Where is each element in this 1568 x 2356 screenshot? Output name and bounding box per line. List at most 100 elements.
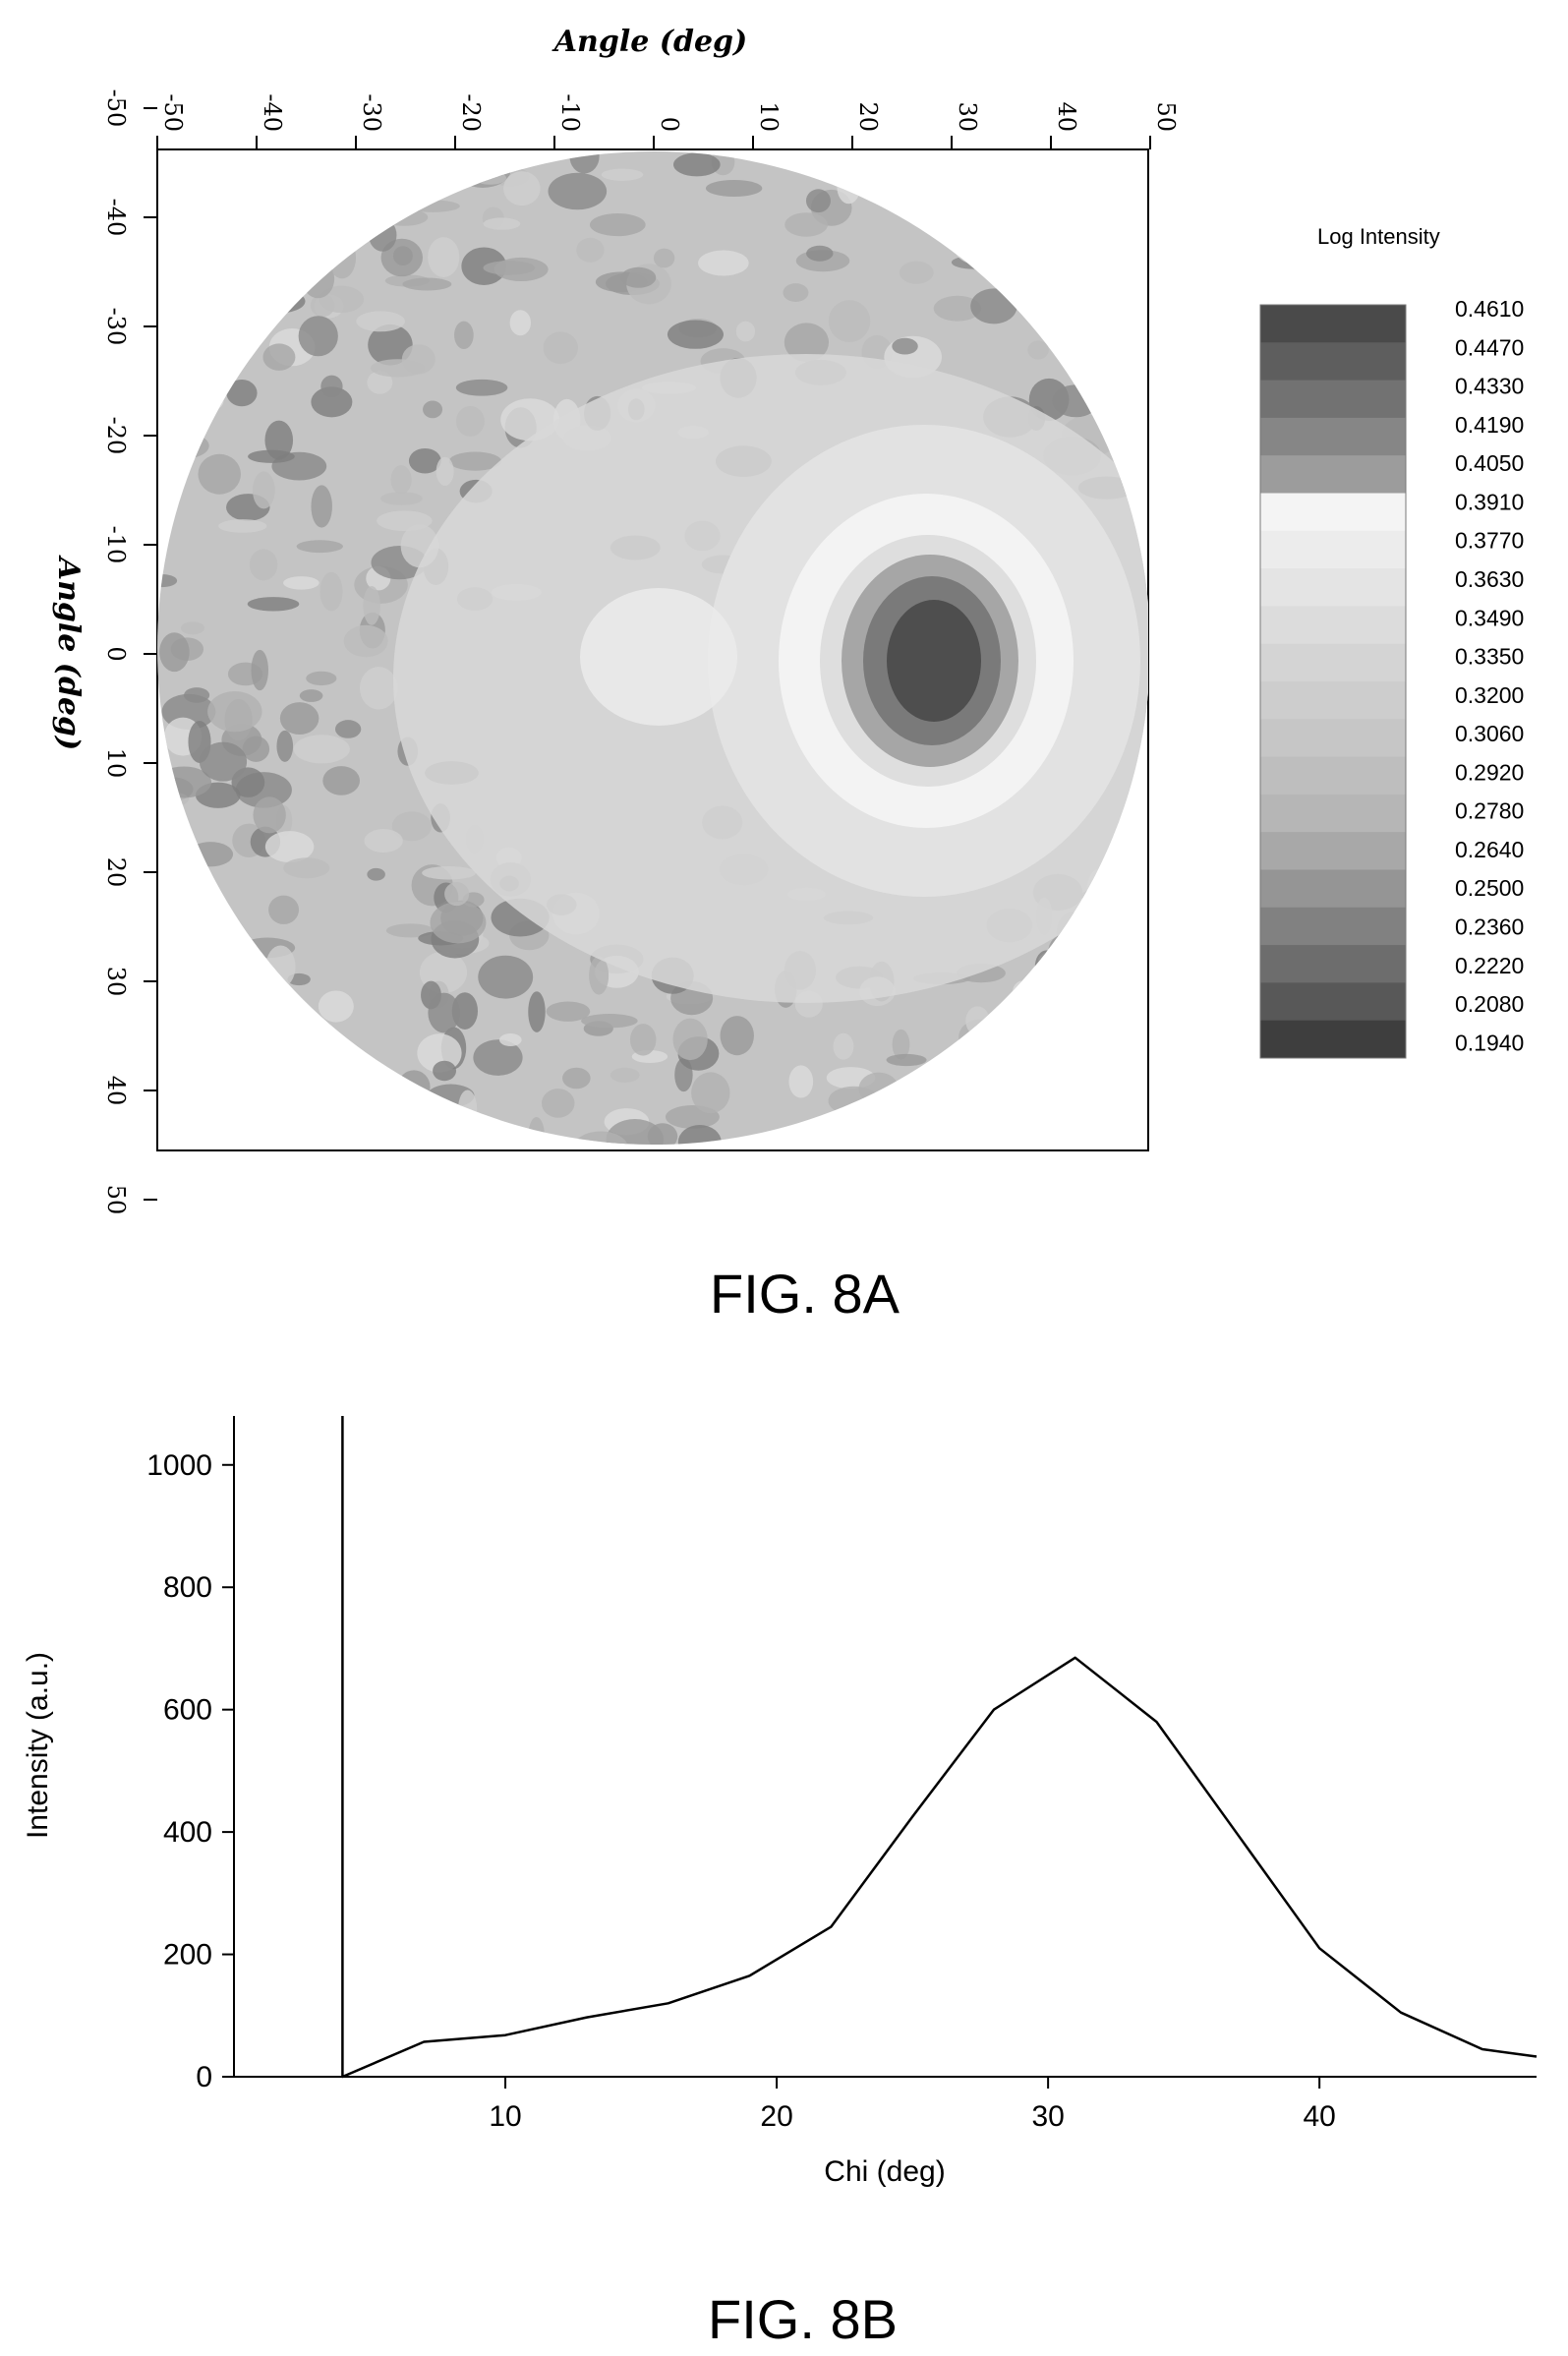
x-tick-label: 40 [1303,2100,1335,2133]
speckle-blob [293,735,350,764]
speckle-blob [691,1072,730,1114]
caption-fig-8a: FIG. 8A [710,1263,900,1325]
speckle-blob [320,375,343,398]
colorbar-level-label: 0.2220 [1455,953,1524,978]
speckle-blob [319,285,365,314]
speckle-blob [198,453,241,495]
speckle-blob [569,151,600,174]
left-tick-label: 30 [102,967,130,997]
speckle-blob [828,300,871,342]
speckle-blob [562,1067,591,1090]
speckle-blob [589,956,610,995]
speckle-blob [367,371,393,394]
left-tick-label: -20 [102,417,130,455]
speckle-blob [833,1032,854,1060]
colorbar-level-label: 0.2640 [1455,837,1524,862]
left-tick-label: -10 [102,526,130,564]
speckle-blob [473,1039,523,1076]
speckle-blob [408,447,441,474]
colorbar-level-label: 0.2360 [1455,914,1524,940]
colorbar-band [1260,869,1406,909]
speckle-blob [886,1053,927,1067]
speckle-blob [322,766,361,795]
speckle-blob [720,1016,754,1056]
speckle-blob [367,867,385,881]
speckle-blob [454,321,474,350]
line-chart-ticks: 0 200 400 600 800 1000 10 20 30 40 [146,1449,1336,2133]
colorbar-band [1260,342,1406,382]
top-tick-label: -50 [159,93,187,132]
top-tick-label: 10 [755,101,783,132]
speckle-blob [620,266,657,288]
speckle-blob [184,687,210,703]
speckle-blob [180,621,205,635]
speckle-blob [433,1060,457,1082]
top-tick-label: 40 [1053,101,1080,132]
speckle-blob [283,576,319,590]
speckle-blob [364,829,403,854]
colorbar-level-label: 0.3490 [1455,605,1524,630]
speckle-blob [573,1131,628,1145]
colorbar-title: Log Intensity [1317,224,1440,249]
x-tick-label: 20 [760,2100,792,2133]
speckle-blob [428,237,460,277]
speckle-blob [610,1067,640,1083]
y-tick-label: 600 [163,1694,212,1727]
colorbar-band [1260,455,1406,494]
speckle-blob [207,691,262,733]
speckle-blob [483,217,521,230]
colorbar-border [1259,304,1407,1059]
colorbar-band [1260,417,1406,456]
speckle-blob [276,730,294,762]
speckle-blob [461,247,507,285]
colorbar-band [1260,493,1406,532]
x-tick-label: 30 [1031,2100,1064,2133]
left-tick-label: -40 [102,199,130,237]
line-chart-series [341,1415,1538,2079]
speckle-blob [296,540,343,554]
speckle-blob [735,321,756,342]
speckle-blob [390,465,412,495]
speckle-blob [788,1065,814,1098]
y-tick-label: 400 [163,1816,212,1849]
speckle-blob [933,295,982,322]
speckle-blob [247,597,300,612]
speckle-blob [218,519,267,533]
colorbar-level-label: 0.4190 [1455,412,1524,438]
speckle-blob [318,990,354,1023]
colorbar-level-label: 0.2920 [1455,759,1524,785]
speckle-blob [606,1118,665,1145]
colorbar-level-label: 0.1940 [1455,1030,1524,1055]
speckle-blob [892,337,918,355]
speckle-blob [899,261,934,284]
left-tick-label: -30 [102,308,130,346]
speckle-blob [428,992,460,1033]
speckle-blob [343,624,388,658]
speckle-blob [677,1125,722,1145]
speckle-blob [422,865,476,880]
colorbar-band [1260,643,1406,682]
x-axis-label: Chi (deg) [824,2155,945,2188]
left-tick-label: 10 [102,748,130,779]
speckle-blob [262,343,296,371]
speckle-blob [541,1089,575,1118]
speckle-blob [253,796,286,834]
colorbar-level-label: 0.4050 [1455,450,1524,476]
top-tick-label: -40 [259,93,286,132]
y-tick-label: 800 [163,1571,212,1604]
left-tick-label: 20 [102,857,130,888]
colorbar-band [1260,606,1406,645]
speckle-blob [478,955,534,999]
heatmap-chart: Angle (deg) -50 -40 -30 -20 -10 0 10 20 30 40 50 -… [51,25,1524,1325]
speckle-blob [363,585,380,625]
speckle-blob [806,245,834,262]
x-tick-label: 10 [489,2100,521,2133]
speckle-blob [548,172,608,210]
speckle-blob [385,923,435,938]
y-tick-label: 200 [163,1939,212,1972]
colorbar-level-label: 0.4610 [1455,296,1524,322]
speckle-blob [359,667,398,710]
colorbar-band [1260,756,1406,795]
speckle-blob [503,171,541,206]
speckle-blob [705,179,763,198]
